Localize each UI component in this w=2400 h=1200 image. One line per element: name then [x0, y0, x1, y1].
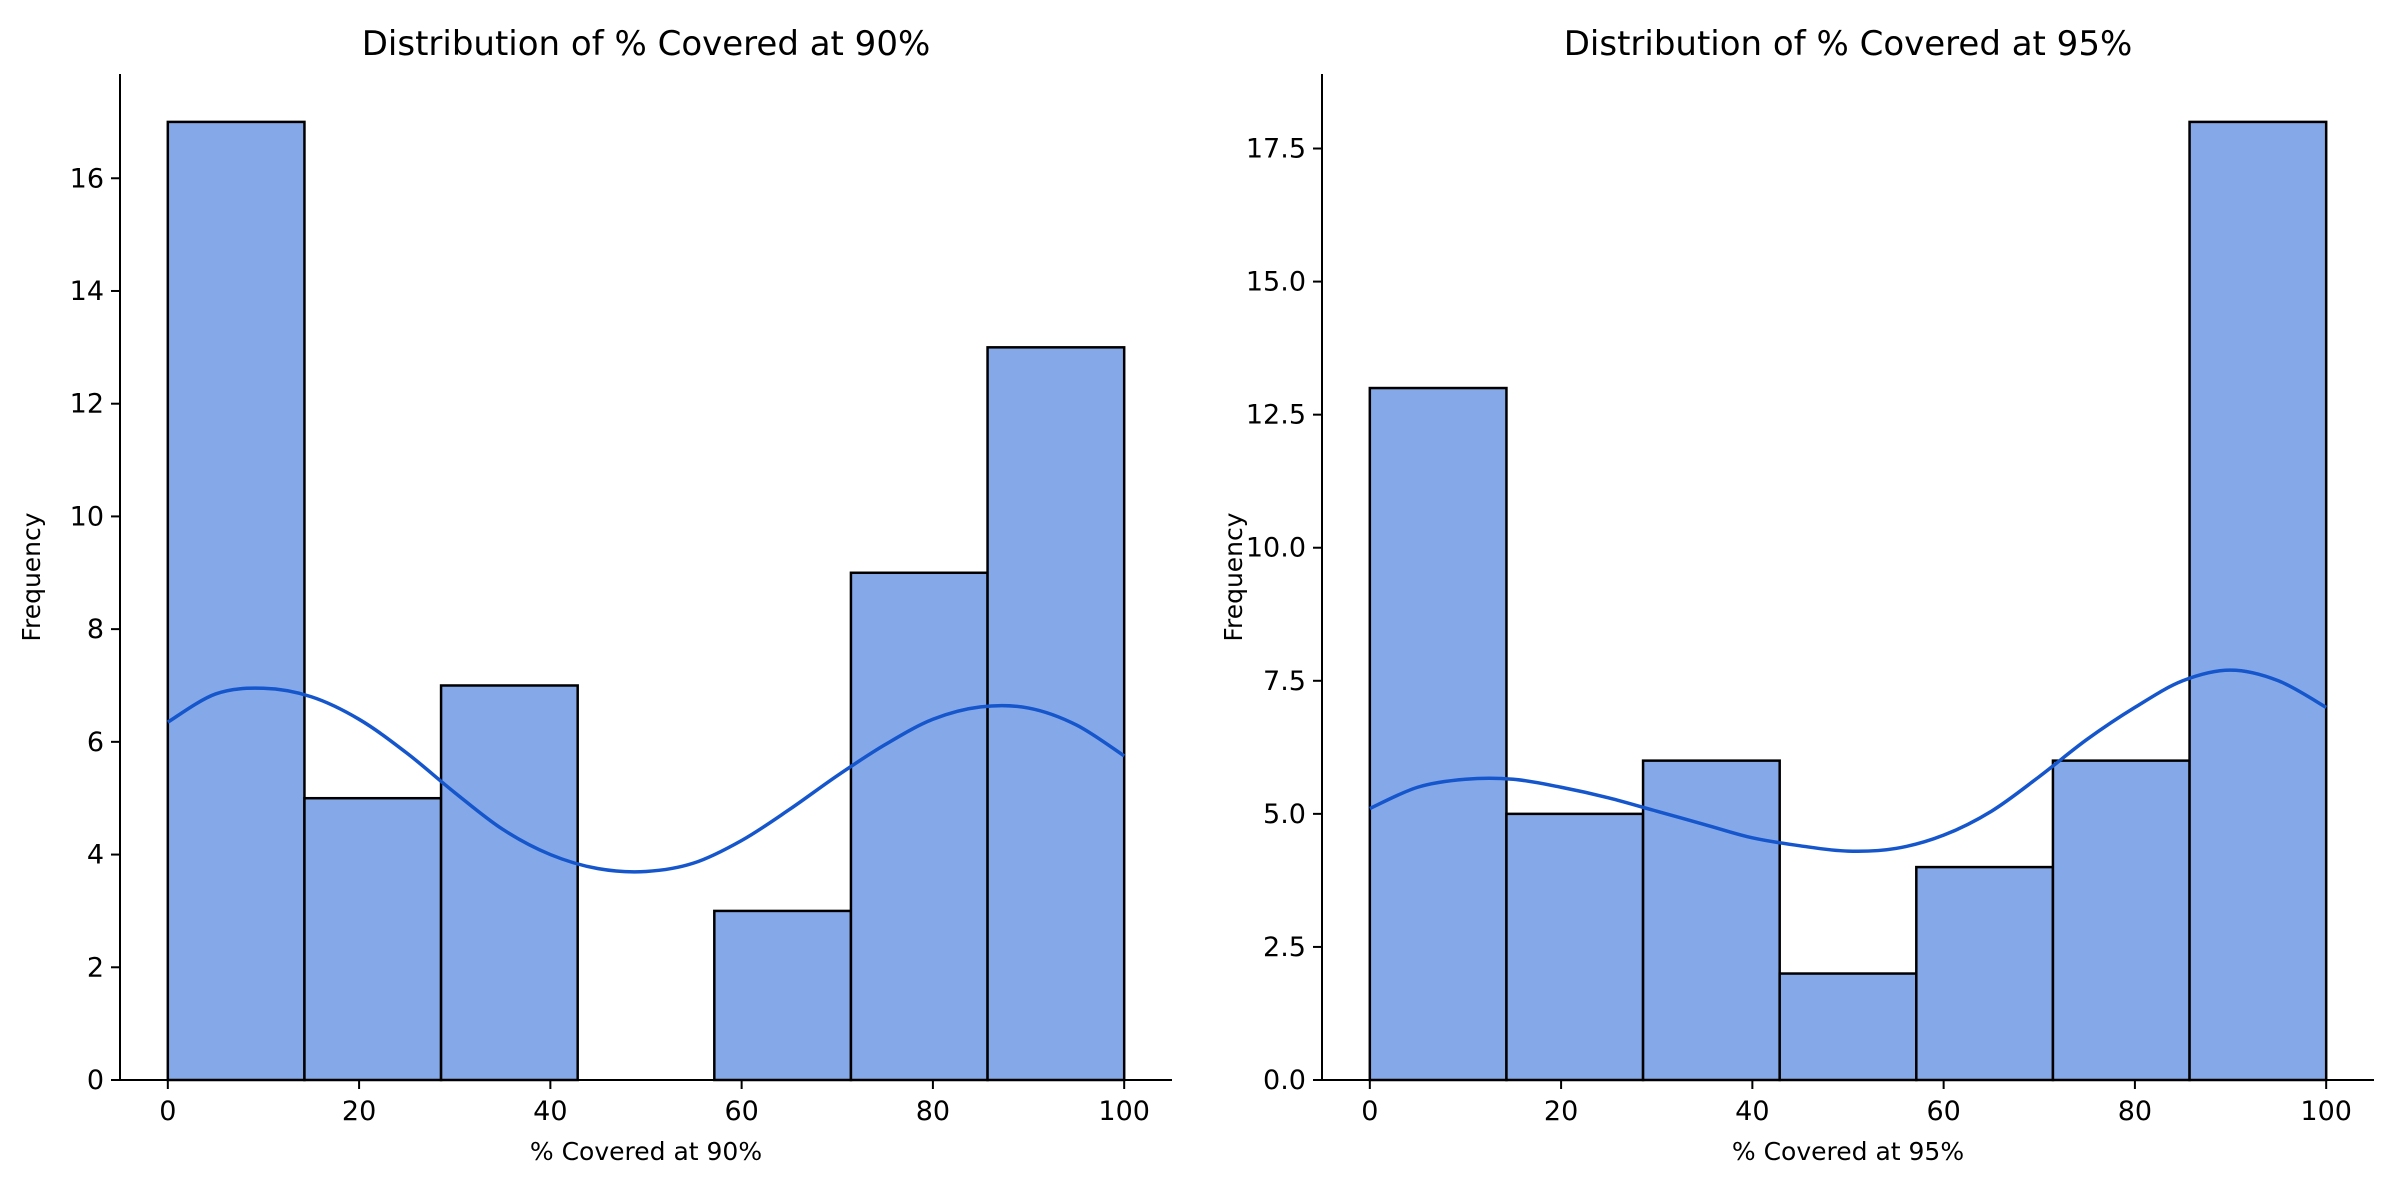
y-tick-label: 10.0 — [1246, 533, 1306, 564]
histogram-bar — [849, 571, 989, 1082]
y-tick-label: 17.5 — [1246, 134, 1306, 165]
chart-panel-2: 0 20 40 60 80 100 0.0 2.5 5.0 7.5 10.0 12.5 15.0 17.5… — [1219, 24, 2374, 1166]
y-tick-label: 2.5 — [1263, 932, 1306, 963]
y-tick-label: 16 — [70, 163, 104, 194]
histogram-bar — [1368, 386, 1508, 1082]
x-axis-label: % Covered at 95% — [1732, 1137, 1964, 1166]
x-tick-label: 80 — [916, 1096, 950, 1127]
histogram-bar — [986, 346, 1126, 1082]
histogram-bar — [303, 796, 443, 1082]
histogram-bar — [2051, 759, 2191, 1082]
x-tick-label: 100 — [1098, 1096, 1150, 1127]
y-tick-label: 8 — [87, 614, 104, 645]
kde-line — [166, 686, 1126, 874]
y-tick-label: 5.0 — [1263, 799, 1306, 830]
y-tick-label: 6 — [87, 727, 104, 758]
y-tick-label: 10 — [70, 501, 104, 532]
histogram-bar — [439, 684, 579, 1082]
y-tick-label: 12 — [70, 389, 104, 420]
x-axis-label: % Covered at 90% — [530, 1137, 762, 1166]
histogram-bar — [166, 120, 306, 1082]
histogram-bar — [2188, 120, 2328, 1082]
histogram-bar — [1641, 759, 1781, 1082]
histogram-bar — [1778, 972, 1918, 1082]
x-tick-label: 20 — [342, 1096, 376, 1127]
y-tick-label: 0.0 — [1263, 1065, 1306, 1096]
x-tick-label: 0 — [159, 1096, 176, 1127]
y-tick-label: 12.5 — [1246, 400, 1306, 431]
histogram-bar — [1505, 812, 1645, 1082]
x-tick-label: 20 — [1544, 1096, 1578, 1127]
x-tick-label: 100 — [2300, 1096, 2352, 1127]
y-tick-label: 2 — [87, 952, 104, 983]
chart-panel-1: 0 20 40 60 80 100 0 2 4 6 8 10 12 14 16 Distribution of… — [17, 24, 1172, 1166]
y-axis-label: Frequency — [17, 512, 46, 641]
histogram-bar — [713, 909, 853, 1082]
kde-line — [1369, 668, 2328, 854]
chart-title: Distribution of % Covered at 95% — [1564, 24, 2133, 64]
y-tick-label: 0 — [87, 1065, 104, 1096]
y-tick-label: 4 — [87, 840, 104, 871]
histogram-bar — [1915, 865, 2055, 1082]
x-tick-label: 40 — [1735, 1096, 1769, 1127]
x-tick-label: 40 — [533, 1096, 567, 1127]
y-tick-label: 14 — [70, 276, 104, 307]
y-tick-label: 15.0 — [1246, 267, 1306, 298]
chart-title: Distribution of % Covered at 90% — [362, 24, 931, 64]
x-tick-label: 60 — [1926, 1096, 1960, 1127]
x-tick-label: 0 — [1361, 1096, 1378, 1127]
x-tick-label: 80 — [2118, 1096, 2152, 1127]
y-axis-label: Frequency — [1219, 512, 1248, 641]
x-tick-label: 60 — [724, 1096, 758, 1127]
y-tick-label: 7.5 — [1263, 666, 1306, 697]
